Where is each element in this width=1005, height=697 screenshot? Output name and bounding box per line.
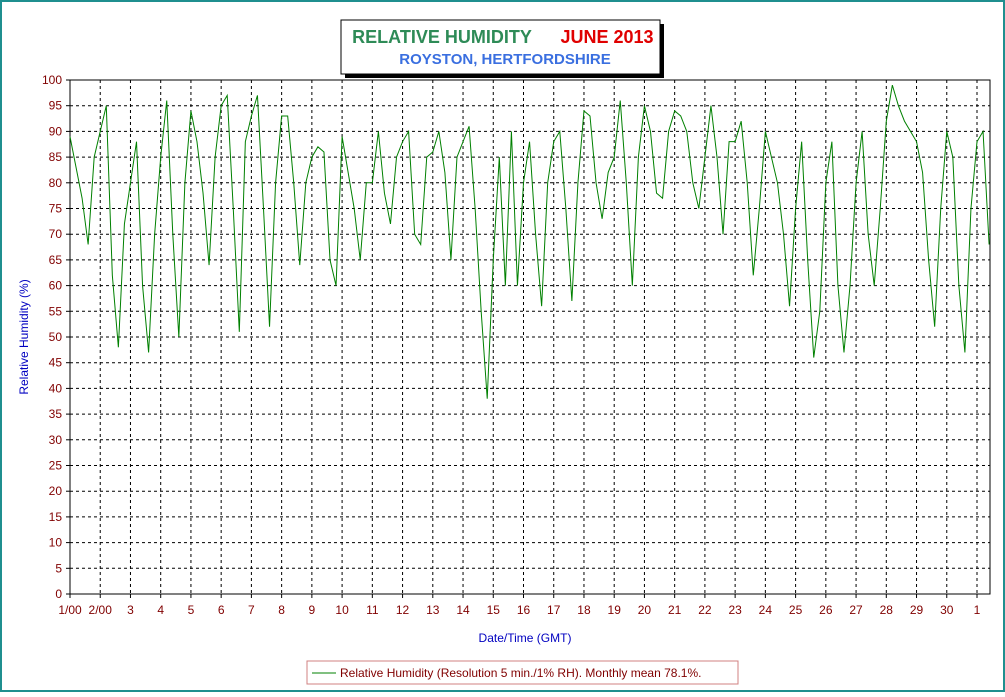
x-tick-label: 18 <box>577 603 591 617</box>
y-tick-label: 0 <box>55 587 62 601</box>
y-tick-label: 95 <box>49 99 63 113</box>
x-tick-label: 11 <box>366 603 379 617</box>
y-tick-label: 20 <box>49 484 63 498</box>
x-tick-label: 27 <box>849 603 863 617</box>
legend-label: Relative Humidity (Resolution 5 min./1% … <box>340 666 701 680</box>
x-tick-label: 24 <box>759 603 773 617</box>
x-tick-label: 10 <box>335 603 349 617</box>
title-box <box>340 19 661 75</box>
x-tick-label: 8 <box>278 603 285 617</box>
x-tick-label: 14 <box>456 603 470 617</box>
legend-box <box>306 660 739 685</box>
x-tick-label: 23 <box>728 603 742 617</box>
x-tick-label: 22 <box>698 603 712 617</box>
x-tick-label: 12 <box>396 603 410 617</box>
y-tick-label: 80 <box>49 176 63 190</box>
plot-background <box>69 79 991 595</box>
y-tick-label: 5 <box>55 561 62 575</box>
y-tick-label: 100 <box>42 73 62 87</box>
x-tick-label: 19 <box>608 603 622 617</box>
x-tick-label: 7 <box>248 603 255 617</box>
y-axis-label: Relative Humidity (%) <box>17 279 31 394</box>
x-tick-label: 2/00 <box>89 603 113 617</box>
x-tick-label: 29 <box>910 603 924 617</box>
x-tick-label: 30 <box>940 603 954 617</box>
x-tick-label: 20 <box>638 603 652 617</box>
x-tick-label: 28 <box>880 603 894 617</box>
x-tick-label: 4 <box>157 603 164 617</box>
x-tick-label: 6 <box>218 603 225 617</box>
chart-title: RELATIVE HUMIDITY <box>352 27 532 47</box>
x-axis-label: Date/Time (GMT) <box>479 631 572 645</box>
x-tick-label: 25 <box>789 603 803 617</box>
x-tick-label: 3 <box>127 603 134 617</box>
y-tick-label: 35 <box>49 407 63 421</box>
series-line <box>69 84 990 399</box>
y-tick-label: 30 <box>49 433 63 447</box>
x-tick-label: 9 <box>309 603 316 617</box>
y-tick-label: 85 <box>49 150 63 164</box>
x-tick-label: 1 <box>974 603 981 617</box>
y-tick-label: 90 <box>49 124 63 138</box>
y-tick-label: 10 <box>49 536 63 550</box>
y-tick-label: 15 <box>49 510 63 524</box>
x-tick-label: 17 <box>547 603 561 617</box>
y-tick-label: 55 <box>49 304 63 318</box>
y-tick-label: 40 <box>49 381 63 395</box>
x-tick-label: 16 <box>517 603 531 617</box>
x-tick-label: 21 <box>668 603 682 617</box>
x-tick-label: 13 <box>426 603 440 617</box>
plot-area: 0510152025303540455055606570758085909510… <box>42 73 991 617</box>
y-tick-label: 25 <box>49 459 63 473</box>
x-tick-label: 1/00 <box>58 603 82 617</box>
y-tick-label: 65 <box>49 253 63 267</box>
y-tick-label: 75 <box>49 202 63 216</box>
y-tick-label: 60 <box>49 279 63 293</box>
y-tick-label: 50 <box>49 330 63 344</box>
x-tick-label: 26 <box>819 603 833 617</box>
chart-title-date: JUNE 2013 <box>560 27 653 47</box>
y-tick-label: 70 <box>49 227 63 241</box>
x-tick-label: 15 <box>487 603 501 617</box>
chart-subtitle: ROYSTON, HERTFORDSHIRE <box>399 51 610 68</box>
x-tick-label: 5 <box>188 603 195 617</box>
y-tick-label: 45 <box>49 356 63 370</box>
